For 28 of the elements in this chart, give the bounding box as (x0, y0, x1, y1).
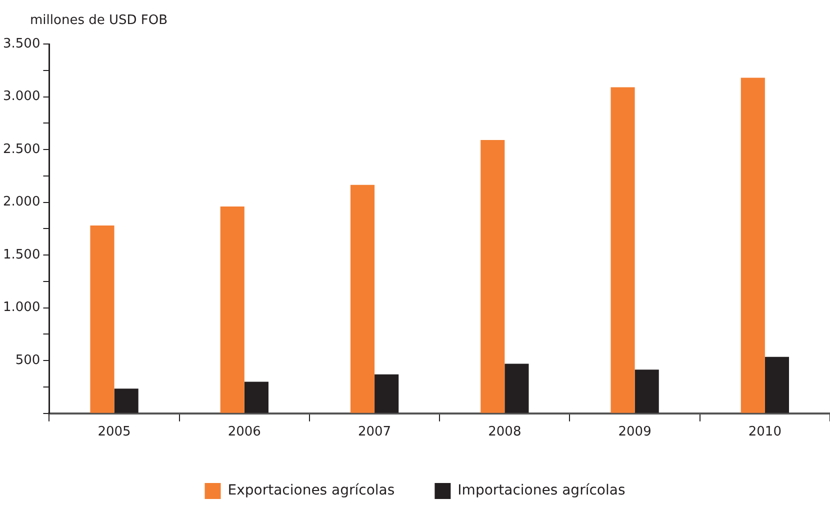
y-tick-label: 3.000 (3, 89, 40, 104)
bar (610, 87, 635, 413)
x-tick-label: 2009 (618, 424, 652, 440)
y-tick-label: 1.500 (3, 247, 40, 262)
bar (764, 356, 790, 413)
y-tick-label: 2.000 (3, 194, 40, 210)
y-tick-label: 1.000 (3, 300, 40, 316)
x-tick-label: 2006 (228, 424, 261, 440)
bar (374, 374, 399, 413)
bar (114, 388, 138, 413)
bar (90, 226, 114, 413)
bar (220, 206, 244, 413)
bar (504, 364, 529, 413)
legend-label: Exportaciones agrícolas (228, 482, 395, 499)
bar (350, 184, 375, 413)
bar (740, 78, 765, 413)
x-tick-label: 2008 (488, 424, 522, 440)
bar (634, 370, 659, 413)
legend-label: Importaciones agrícolas (458, 482, 626, 499)
bar (480, 140, 505, 413)
y-axis-title: millones de USD FOB (30, 13, 168, 28)
x-tick-label: 2010 (748, 424, 782, 440)
bar (244, 382, 268, 413)
y-tick-label: 3.500 (3, 36, 40, 52)
y-tick-label: 500 (15, 353, 40, 368)
y-tick-label: 2.500 (3, 142, 40, 157)
x-tick-label: 2007 (358, 424, 392, 440)
x-tick-label: 2005 (98, 424, 131, 440)
